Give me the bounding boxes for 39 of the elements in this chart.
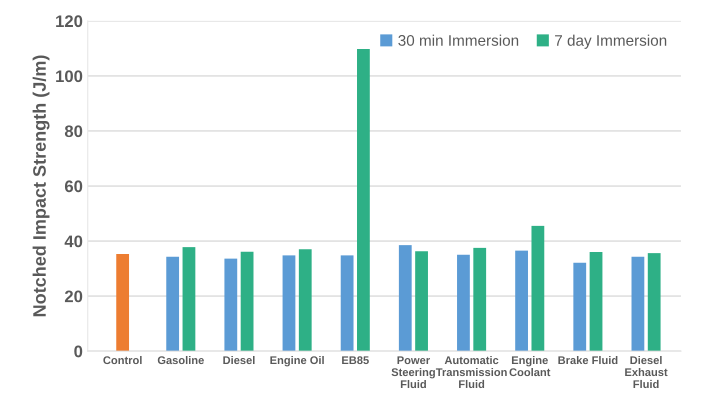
bar	[473, 248, 486, 352]
legend-label: 30 min Immersion	[398, 34, 518, 46]
y-tick-label: 20	[64, 290, 82, 302]
bar	[515, 250, 528, 352]
y-tick-label: 100	[56, 70, 82, 82]
y-tick-label: 0	[74, 346, 82, 358]
bar	[357, 48, 370, 352]
y-axis-title: Notched Impact Strength (J/m)	[32, 55, 50, 316]
y-tick-label: 80	[64, 125, 82, 138]
x-tick-label: Diesel Exhaust Fluid	[625, 356, 668, 388]
bar	[398, 245, 412, 352]
x-tick-label: Power Steering Fluid	[392, 356, 435, 388]
x-tick-label: Control	[103, 356, 142, 364]
y-tick-label: 40	[64, 235, 82, 248]
bar	[166, 256, 180, 352]
x-tick-label: Gasoline	[158, 356, 204, 364]
bar	[224, 258, 238, 352]
bar	[298, 249, 312, 352]
bar	[116, 254, 130, 352]
bar	[648, 253, 661, 352]
x-tick-label: Engine Oil	[270, 356, 324, 366]
bar	[340, 255, 354, 352]
bar	[182, 247, 196, 352]
x-tick-label: Diesel	[223, 356, 255, 364]
y-tick-label: 60	[64, 180, 82, 192]
bar	[282, 255, 296, 352]
x-tick-label: Automatic Transmission Fluid	[436, 356, 507, 388]
legend-label: 7 day Immersion	[555, 34, 666, 49]
bar	[632, 256, 644, 352]
bar	[573, 262, 586, 352]
x-tick-label: Engine Coolant	[510, 356, 550, 376]
y-tick-label: 120	[56, 15, 82, 28]
x-tick-label: Brake Fluid	[558, 356, 618, 364]
x-tick-label: EB85	[342, 356, 369, 364]
bar	[531, 226, 544, 352]
bar	[240, 252, 254, 352]
bar	[590, 252, 602, 352]
bar	[415, 251, 428, 352]
bar	[457, 254, 470, 352]
